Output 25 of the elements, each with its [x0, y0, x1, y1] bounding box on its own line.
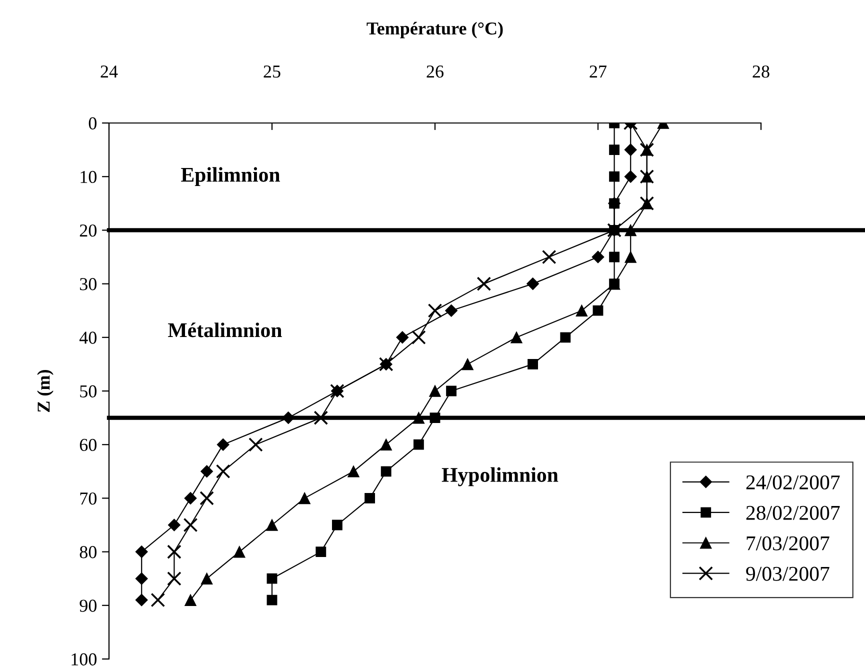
annotation: Hypolimnion — [442, 467, 558, 486]
y-tick-label: 80 — [80, 546, 97, 558]
x-tick-label: 27 — [590, 66, 607, 78]
y-tick-label: 60 — [80, 438, 97, 452]
x-tick-label: 24 — [100, 66, 118, 78]
y-axis-title: Z (m) — [37, 370, 54, 412]
y-tick-label: 100 — [72, 653, 97, 666]
legend-label: 9/03/2007 — [746, 566, 830, 581]
y-tick-label: 90 — [80, 600, 97, 612]
legend-label: 7/03/2007 — [746, 536, 830, 550]
legend-label: 28/02/2007 — [746, 506, 840, 520]
y-tick-label: 40 — [79, 332, 97, 344]
legend-label: 24/02/2007 — [746, 475, 840, 490]
x-tick-label: 25 — [264, 66, 280, 78]
y-tick-label: 10 — [80, 170, 97, 184]
x-tick-label: 26 — [426, 66, 444, 78]
y-tick-label: 50 — [80, 385, 97, 398]
annotation: Epilimnion — [181, 167, 280, 186]
y-tick-label: 0 — [88, 117, 97, 130]
y-tick-label: 70 — [80, 492, 97, 505]
x-tick-label: 28 — [752, 65, 770, 78]
y-tick-label: 20 — [80, 224, 97, 237]
y-tick-label: 30 — [80, 278, 97, 290]
annotation: Métalimnion — [168, 322, 282, 338]
x-axis-title: Température (°C) — [366, 22, 503, 38]
